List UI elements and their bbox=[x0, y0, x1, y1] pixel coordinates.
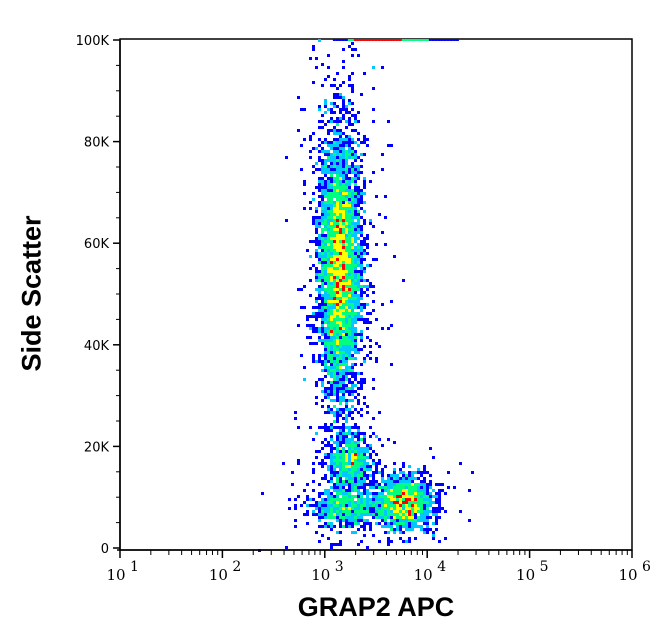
x-axis-label: GRAP2 APC bbox=[297, 592, 455, 622]
x-tick-label: 10 bbox=[618, 566, 637, 584]
x-tick-label: 10 bbox=[311, 566, 330, 584]
x-axis: 10 1 10 2 10 3 10 4 10 5 10 6 bbox=[106, 549, 651, 584]
y-axis-label: Side Scatter bbox=[16, 215, 47, 372]
y-tick-label: 80K bbox=[84, 136, 110, 151]
y-tick-label: 0 bbox=[101, 542, 109, 557]
x-tick-label: 10 bbox=[516, 566, 535, 584]
y-tick-label: 100K bbox=[76, 34, 110, 49]
x-tick-exponent: 5 bbox=[540, 559, 549, 575]
x-tick-exponent: 6 bbox=[642, 559, 651, 575]
plot-area bbox=[119, 38, 633, 552]
x-tick-label: 10 bbox=[414, 566, 433, 584]
y-axis: 0 20K 40K 60K 80K 100K bbox=[76, 34, 121, 557]
x-tick-exponent: 4 bbox=[437, 559, 446, 575]
x-tick-label: 10 bbox=[209, 566, 228, 584]
y-tick-label: 60K bbox=[84, 237, 110, 252]
y-tick-label: 40K bbox=[84, 339, 110, 354]
x-tick-exponent: 3 bbox=[335, 559, 344, 575]
y-tick-label: 20K bbox=[84, 440, 110, 455]
density-dots bbox=[258, 39, 474, 552]
x-tick-label: 10 bbox=[106, 566, 125, 584]
x-tick-exponent: 2 bbox=[232, 559, 241, 575]
x-tick-exponent: 1 bbox=[130, 559, 139, 575]
